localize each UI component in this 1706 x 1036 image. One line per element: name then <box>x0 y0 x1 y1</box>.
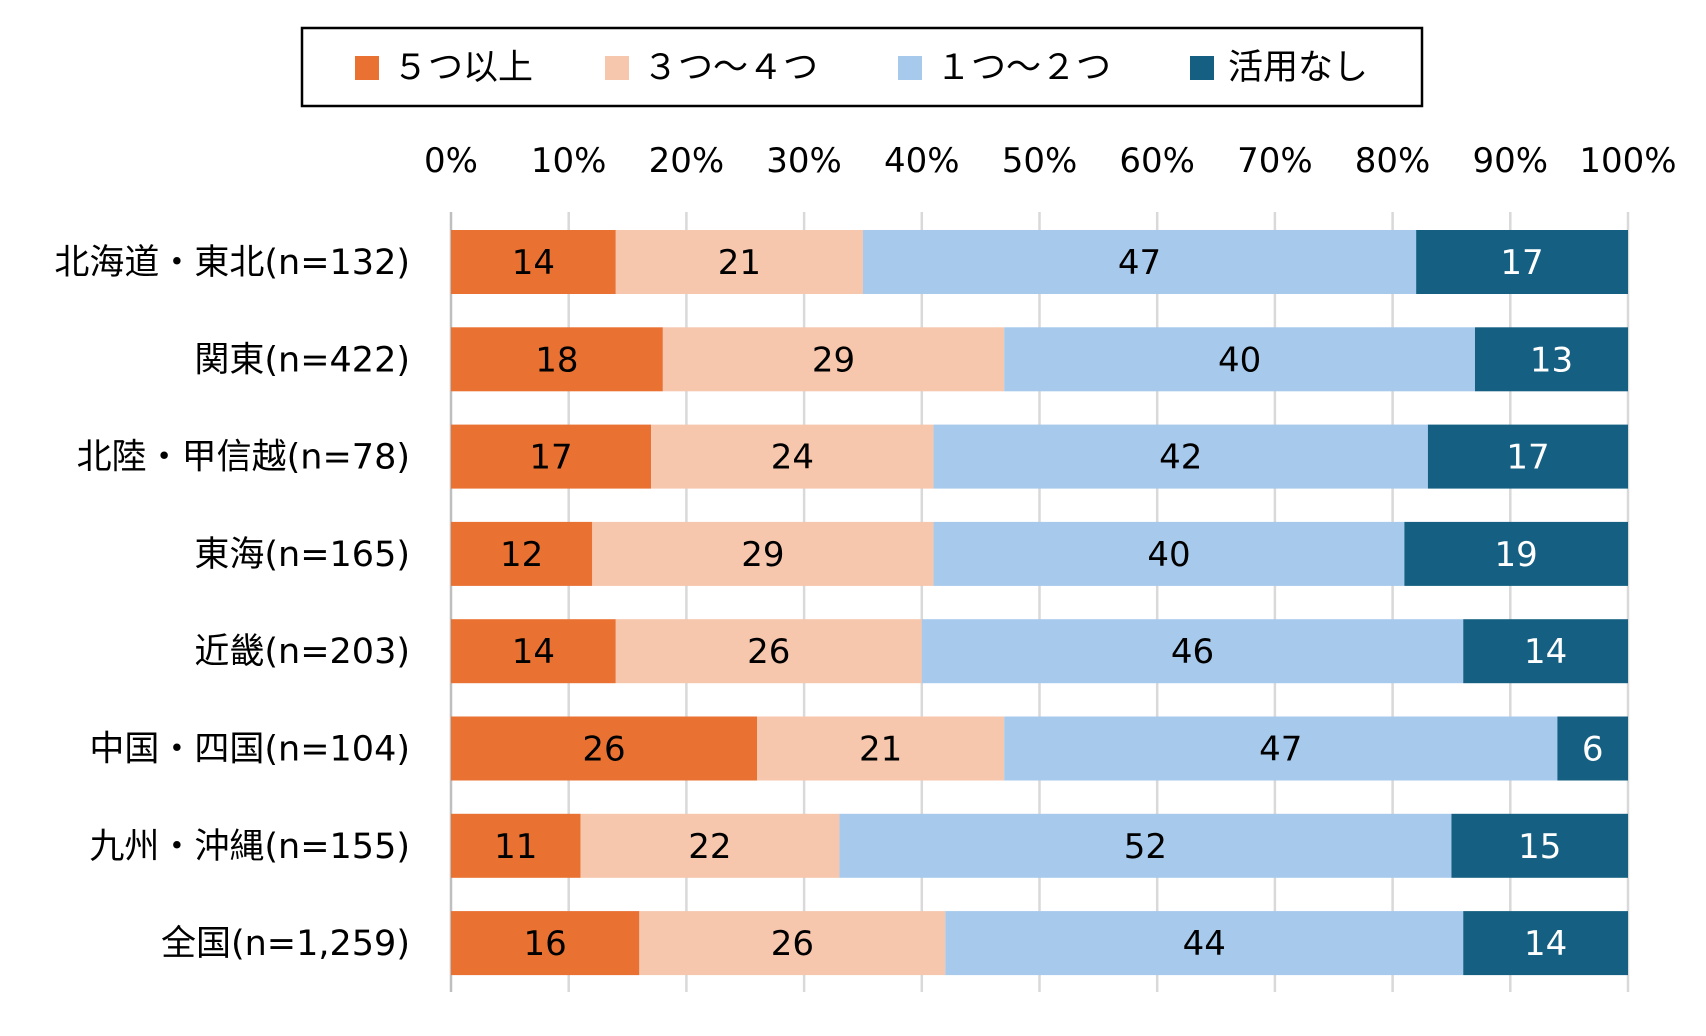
legend-swatch <box>1190 56 1214 80</box>
data-label: 26 <box>771 924 814 964</box>
bar-segment <box>451 619 616 684</box>
category-label: 東海(n=165) <box>194 535 410 575</box>
data-label: 46 <box>1171 632 1214 672</box>
bar-segment <box>662 327 1005 392</box>
bar-segment <box>839 813 1452 878</box>
data-label: 22 <box>688 827 731 867</box>
bar-segment <box>615 230 863 294</box>
bar-segment <box>592 521 934 586</box>
legend-swatch <box>355 56 379 80</box>
bar-segment <box>945 911 1464 976</box>
bar-segment <box>1451 813 1628 878</box>
data-label: 17 <box>529 438 572 478</box>
bar-segment <box>451 813 581 878</box>
data-label: 14 <box>512 243 555 283</box>
data-label: 12 <box>500 535 543 575</box>
bar-segment <box>451 911 640 976</box>
x-tick-label: 50% <box>1002 141 1078 181</box>
bar-segment <box>921 619 1464 684</box>
legend-label: ５つ以上 <box>393 48 533 88</box>
bar-segment <box>451 327 663 392</box>
bar-segment <box>1463 619 1628 684</box>
data-label: 52 <box>1124 827 1167 867</box>
legend-label: １つ～２つ <box>936 48 1111 88</box>
bar-segment <box>1004 327 1475 392</box>
data-label: 47 <box>1259 730 1302 770</box>
x-tick-label: 70% <box>1237 141 1313 181</box>
data-label: 40 <box>1218 340 1261 380</box>
data-label: 13 <box>1530 340 1573 380</box>
data-label: 19 <box>1495 535 1538 575</box>
bar-segment <box>1474 327 1628 392</box>
legend-label: ３つ～４つ <box>643 48 818 88</box>
data-label: 17 <box>1500 243 1543 283</box>
data-label: 26 <box>747 632 790 672</box>
x-tick-label: 90% <box>1473 141 1549 181</box>
legend-swatch <box>605 56 629 80</box>
bar-segment <box>862 230 1417 294</box>
data-label: 29 <box>741 535 784 575</box>
bar-segment <box>1427 424 1628 489</box>
category-label: 北海道・東北(n=132) <box>54 243 410 283</box>
x-tick-label: 30% <box>766 141 842 181</box>
x-tick-label: 100% <box>1579 141 1676 181</box>
category-label: 中国・四国(n=104) <box>89 730 410 770</box>
category-label: 北陸・甲信越(n=78) <box>77 438 410 478</box>
data-label: 17 <box>1506 438 1549 478</box>
data-label: 15 <box>1518 827 1561 867</box>
data-label: 44 <box>1183 924 1226 964</box>
data-label: 11 <box>494 827 537 867</box>
data-label: 21 <box>718 243 761 283</box>
bar-segment <box>451 424 652 489</box>
bar-segment <box>757 716 1005 781</box>
data-label: 40 <box>1147 535 1190 575</box>
category-labels: 北海道・東北(n=132) 関東(n=422) 北陸・甲信越(n=78) 東海(n=1… <box>54 243 410 964</box>
bar-segment <box>615 619 922 684</box>
data-label: 14 <box>512 632 555 672</box>
legend-box <box>300 26 1424 108</box>
data-label: 6 <box>1582 730 1604 770</box>
x-tick-label: 60% <box>1119 141 1195 181</box>
bar-segment <box>580 813 840 878</box>
data-label: 16 <box>524 924 567 964</box>
bar-segment <box>451 716 758 781</box>
category-label: 全国(n=1,259) <box>161 924 410 964</box>
category-label: 近畿(n=203) <box>194 632 410 672</box>
bar-segment <box>639 911 946 976</box>
category-label: 九州・沖縄(n=155) <box>89 827 410 867</box>
bar-segment <box>933 424 1428 489</box>
data-label: 14 <box>1524 632 1567 672</box>
legend: ５つ以上 ３つ～４つ １つ～２つ 活用なし <box>300 26 1424 108</box>
bar-segment <box>451 521 593 586</box>
x-axis: 0% 10% 20% 30% 40% 50% 60% 70% 80% 90% 100% <box>424 141 1677 181</box>
data-label: 26 <box>582 730 625 770</box>
data-label: 21 <box>859 730 902 770</box>
bar-segment <box>651 424 934 489</box>
legend-swatch <box>898 56 922 80</box>
x-tick-label: 20% <box>649 141 725 181</box>
data-label: 14 <box>1524 924 1567 964</box>
bar-segment <box>933 521 1405 586</box>
bar-segment <box>1416 230 1628 294</box>
bars: 14 21 47 17 18 29 40 13 17 24 42 17 12 29 40 19 14 26 46 14… <box>451 230 1628 976</box>
x-tick-label: 80% <box>1355 141 1431 181</box>
data-label: 29 <box>812 340 855 380</box>
data-label: 18 <box>535 340 578 380</box>
bar-segment <box>1404 521 1628 586</box>
bar-segment <box>451 230 616 294</box>
bar-segment <box>1463 911 1628 976</box>
x-tick-label: 0% <box>424 141 478 181</box>
data-label: 42 <box>1159 438 1202 478</box>
x-tick-label: 10% <box>531 141 607 181</box>
bar-segment <box>1004 716 1558 781</box>
data-label: 24 <box>771 438 814 478</box>
bar-segment <box>1557 716 1628 781</box>
legend-label: 活用なし <box>1228 48 1368 88</box>
x-tick-label: 40% <box>884 141 960 181</box>
category-label: 関東(n=422) <box>194 340 410 380</box>
data-label: 47 <box>1118 243 1161 283</box>
